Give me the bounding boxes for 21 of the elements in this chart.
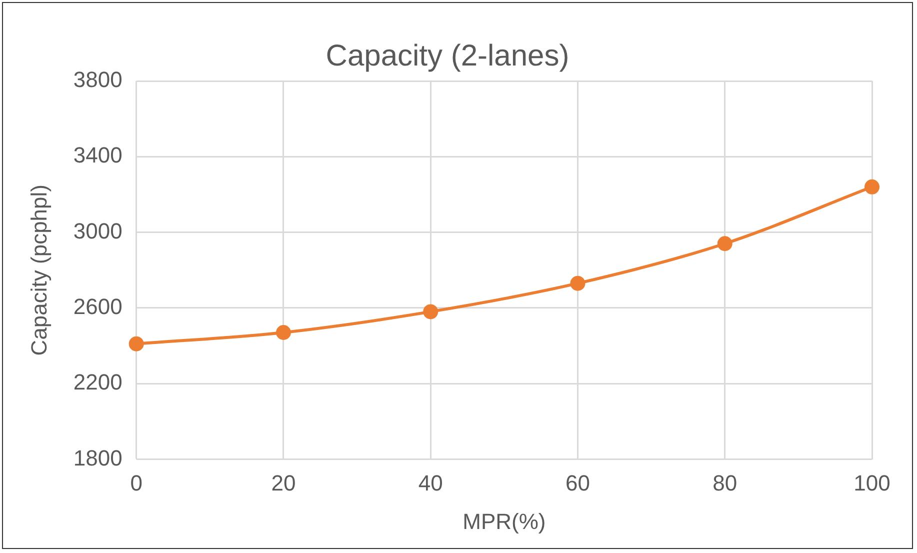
point xyxy=(864,179,880,194)
y-tick-label: 2600 xyxy=(73,294,122,319)
x-tick-label: 20 xyxy=(271,470,296,496)
y-axis-title: Capacity (pcphpl) xyxy=(26,184,52,356)
chart-title: Capacity (2-lanes) xyxy=(326,39,570,72)
y-tick-label: 3400 xyxy=(73,142,122,168)
x-tick-label: 80 xyxy=(712,470,738,496)
point xyxy=(276,325,291,340)
x-tick-label: 0 xyxy=(130,470,142,496)
x-axis-title: MPR(%) xyxy=(462,508,546,534)
point xyxy=(717,236,732,252)
point xyxy=(128,336,144,352)
y-tick-label: 3800 xyxy=(73,67,122,92)
point xyxy=(423,304,438,320)
x-tick-label: 100 xyxy=(854,470,890,496)
y-tick-label: 2200 xyxy=(73,370,122,395)
x-tick-label: 40 xyxy=(418,470,443,496)
point xyxy=(570,276,586,291)
y-tick-label: 1800 xyxy=(73,445,122,470)
y-tick-label: 3000 xyxy=(73,218,122,244)
x-tick-label: 60 xyxy=(565,470,590,496)
